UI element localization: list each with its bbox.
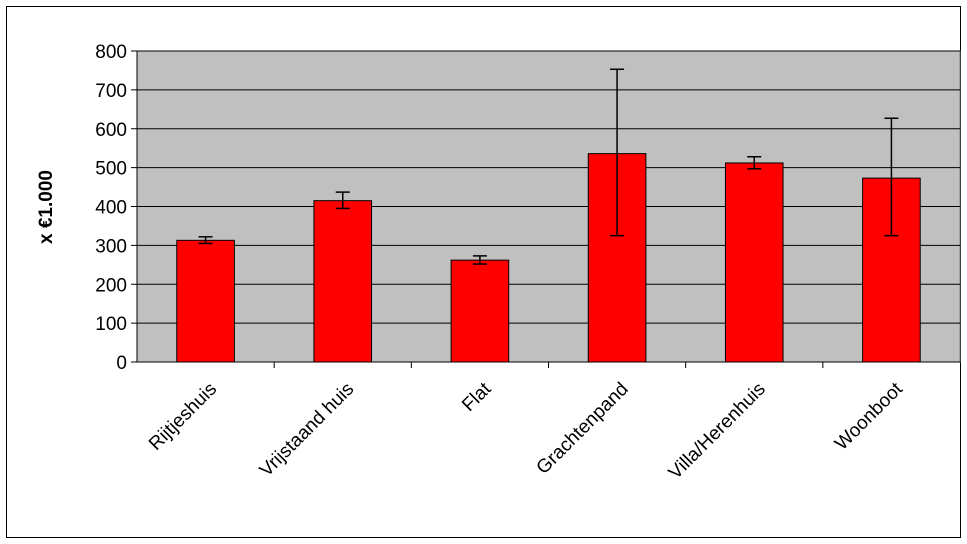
y-tick-label: 700 (95, 81, 127, 102)
y-tick-label: 800 (95, 42, 127, 63)
y-tick-label: 400 (95, 198, 127, 219)
y-tick-label: 500 (95, 159, 127, 180)
bar (176, 239, 235, 363)
y-tick-label: 100 (95, 314, 127, 335)
y-tick-label: 200 (95, 275, 127, 296)
x-tick-label: Rijtjeshuis (145, 379, 221, 455)
y-tick-label: 0 (116, 353, 127, 374)
y-tick-label: 300 (95, 236, 127, 257)
bar (450, 259, 510, 363)
bars (176, 153, 921, 363)
x-tick-label: Flat (458, 378, 496, 416)
bar (313, 200, 373, 363)
y-axis-label: x €1.000 (36, 170, 57, 244)
y-ticks: 0 100 200 300 400 500 600 700 800 (95, 42, 137, 374)
y-tick-label: 600 (95, 120, 127, 141)
gridlines (137, 50, 960, 324)
x-tick-label: Grachtenpand (533, 379, 633, 479)
bar (724, 162, 784, 363)
x-tick-label: Woonboot (831, 378, 907, 454)
x-ticks: Rijtjeshuis Vrijstaand huis Flat Grachtenpa… (145, 362, 907, 484)
error-bars (198, 68, 899, 265)
x-tick-label: Villa/Herenhuis (665, 379, 770, 484)
x-tick-label: Vrijstaand huis (256, 379, 358, 481)
